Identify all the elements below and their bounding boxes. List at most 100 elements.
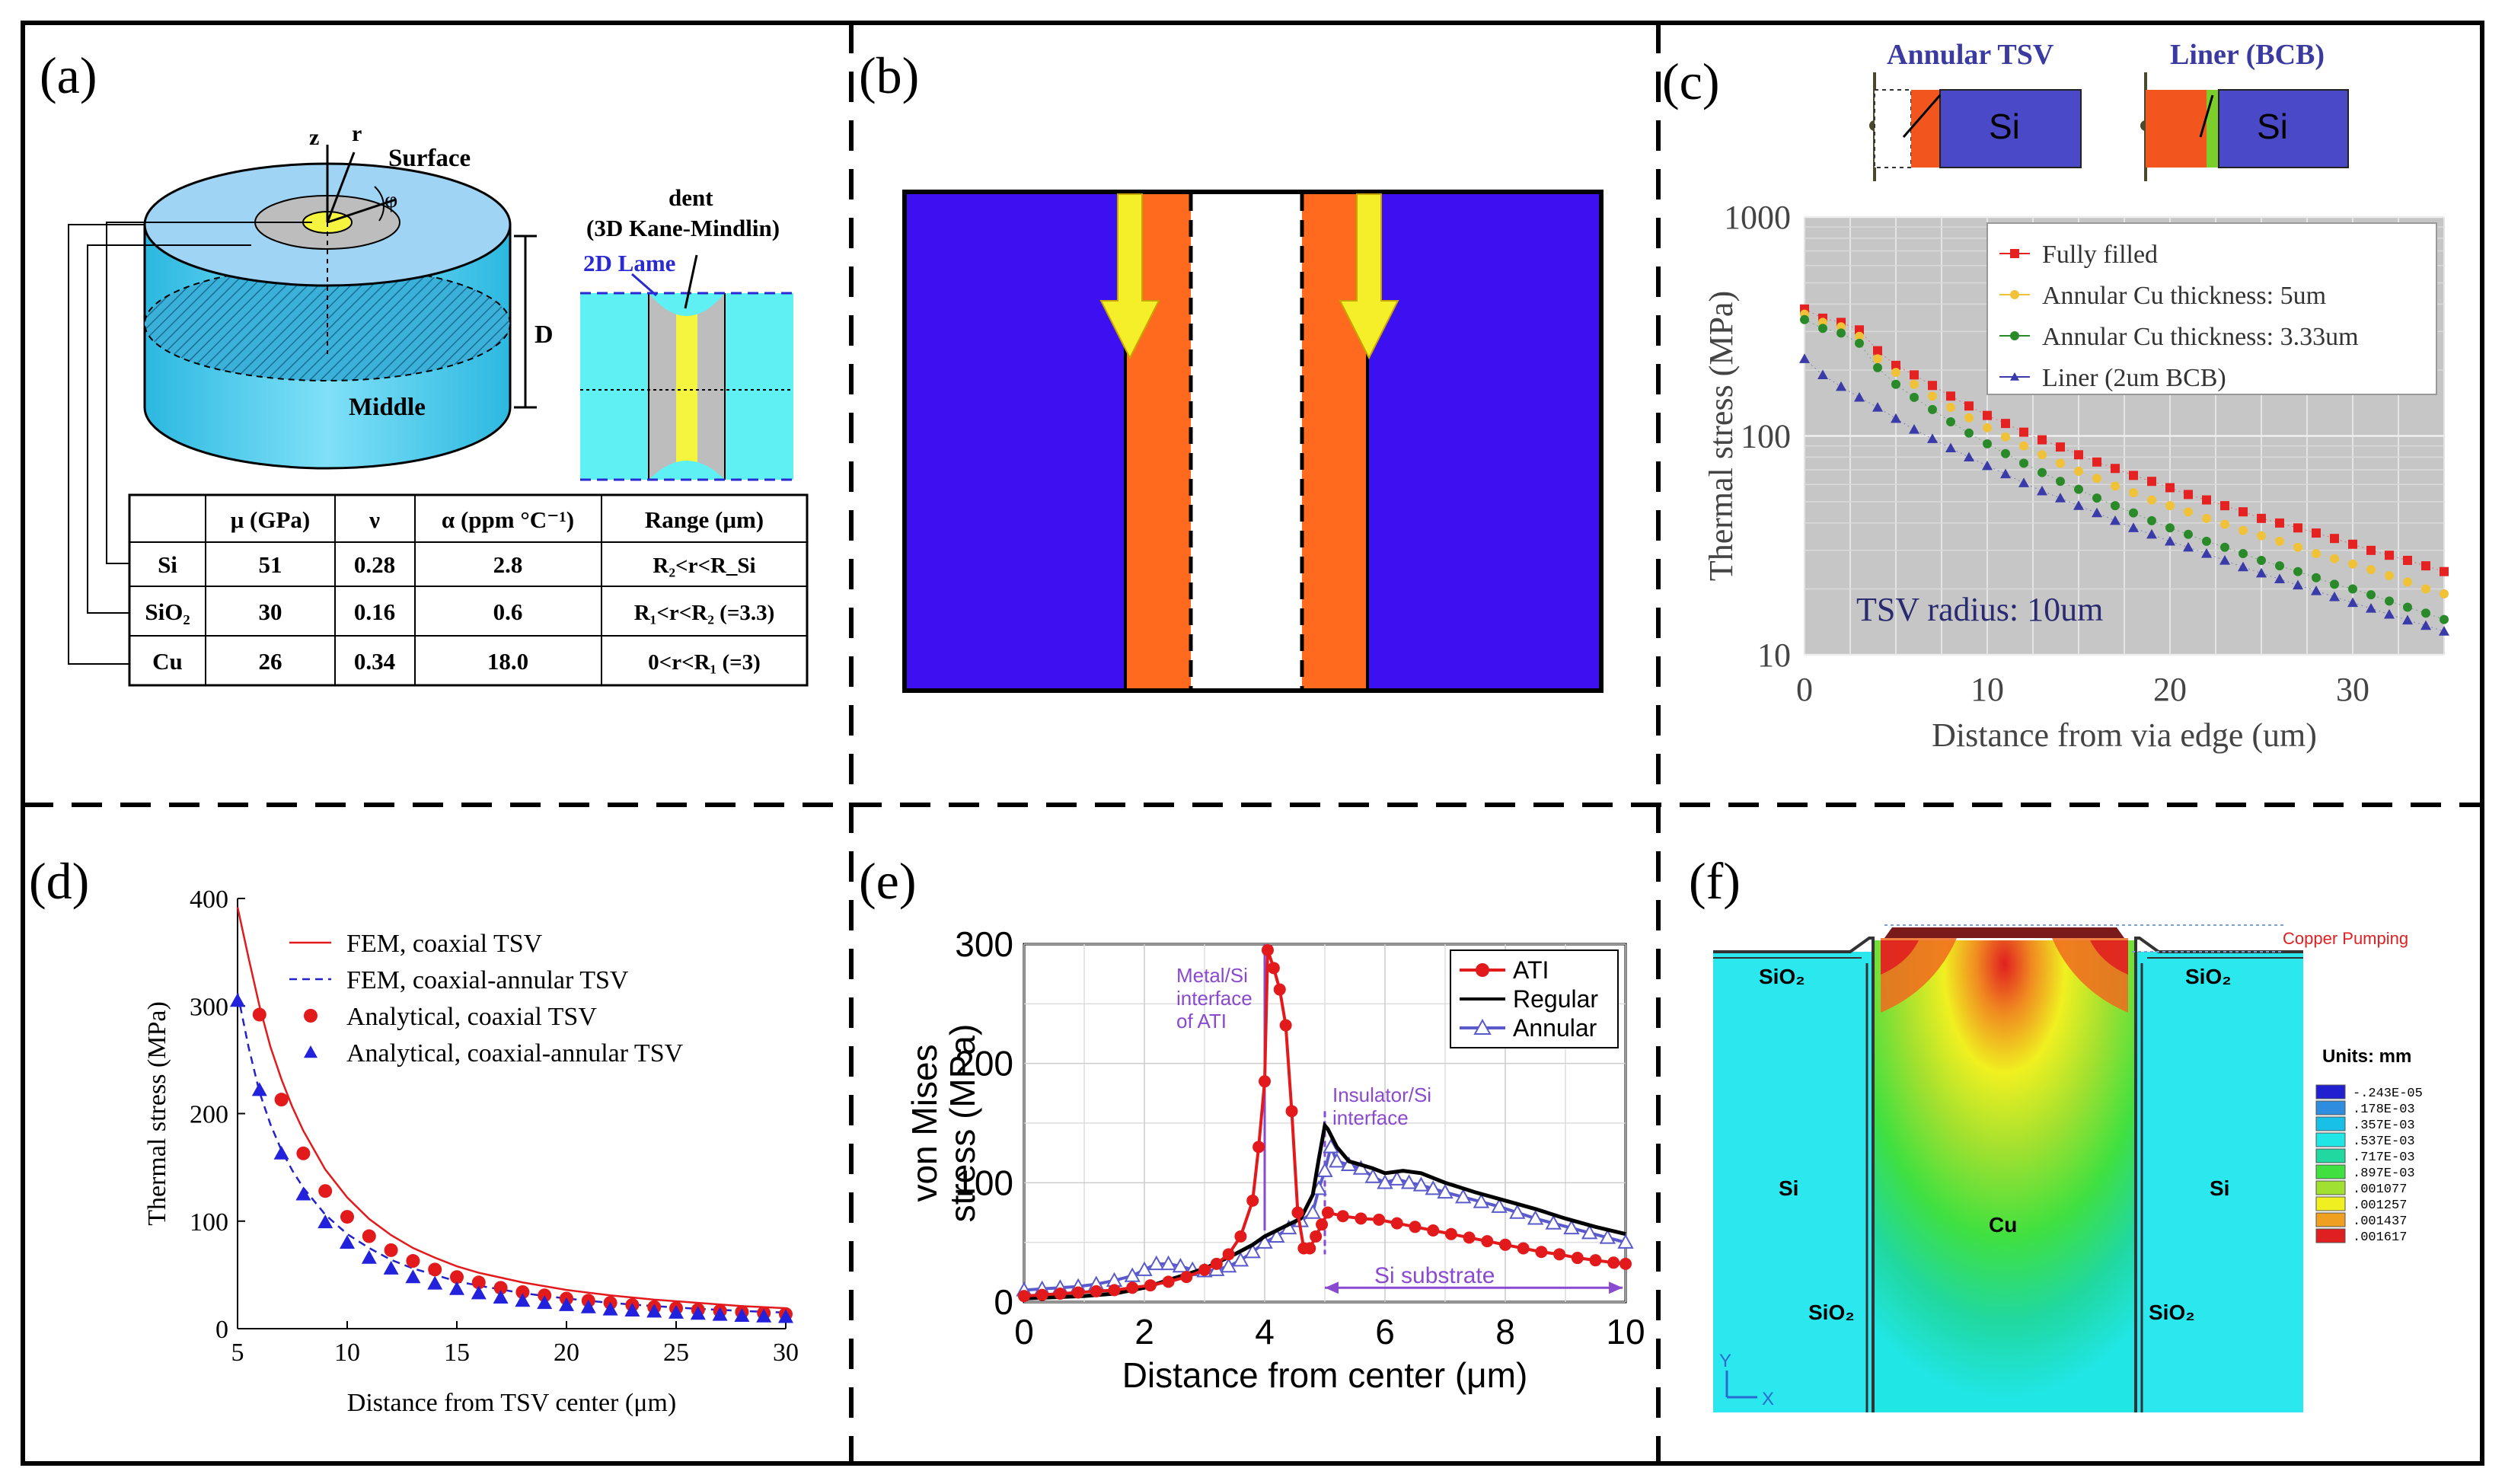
data-point — [428, 1262, 442, 1277]
series-regular — [1023, 1121, 1626, 1300]
data-point — [1891, 413, 1901, 423]
data-point — [493, 1290, 509, 1304]
table-cell: 18.0 — [487, 648, 528, 675]
data-point — [2202, 536, 2211, 546]
data-point — [1983, 410, 1992, 420]
data-point — [2129, 471, 2138, 480]
data-point — [1409, 1221, 1422, 1233]
data-point — [361, 1249, 377, 1264]
data-point — [2038, 468, 2047, 477]
data-point — [2403, 555, 2412, 565]
y-tick-label: 100 — [1741, 418, 1791, 455]
legend-value: .717E-03 — [2353, 1150, 2415, 1165]
data-point — [1220, 1257, 1237, 1273]
y-axis-label: Thermal stress (MPa) — [143, 1001, 171, 1226]
x-tick-label: 25 — [663, 1339, 689, 1367]
data-point — [1581, 1224, 1598, 1240]
table-cell: 2.8 — [493, 551, 523, 578]
data-point — [1268, 1227, 1285, 1243]
data-point — [1427, 1224, 1440, 1237]
data-point — [2421, 561, 2430, 571]
y-tick-label: 1000 — [1724, 199, 1791, 236]
data-point — [1872, 402, 1883, 412]
data-point — [2220, 519, 2229, 529]
data-point — [1946, 416, 1955, 426]
legend-entry: FEM, coaxial TSV — [346, 930, 543, 958]
data-point — [1364, 1168, 1381, 1183]
data-point — [1891, 368, 1900, 378]
data-point — [1316, 1162, 1333, 1177]
data-point — [1285, 1105, 1298, 1118]
material-table: μ (GPa) ν α (ppm °C⁻¹) Range (μm) Si 51 … — [128, 493, 809, 687]
y-axis-label: Thermal stress (MPa) — [1702, 291, 1740, 581]
data-point — [1499, 1238, 1511, 1251]
data-point — [2257, 555, 2266, 565]
data-point — [2201, 548, 2212, 558]
panel-label-f: (f) — [1689, 852, 1741, 910]
table-cell: 0.34 — [354, 648, 395, 675]
data-point — [1927, 433, 1938, 443]
data-point — [2219, 554, 2230, 565]
surface-label: Surface — [388, 145, 471, 172]
axis-x-label: X — [1762, 1389, 1774, 1409]
table-cell: SiO₂ — [145, 598, 190, 625]
data-point — [251, 1082, 267, 1096]
metal-si-annotation-2: interface — [1176, 987, 1252, 1010]
data-point — [1535, 1246, 1548, 1259]
data-point — [2420, 620, 2431, 630]
series-annular-cu-thickness-5um — [1800, 309, 2449, 598]
data-point — [296, 1146, 311, 1160]
legend-entry: Annular — [1513, 1014, 1597, 1042]
y-tick-label: 100 — [190, 1208, 228, 1237]
table-header-range: Range (μm) — [645, 506, 764, 533]
data-point — [1891, 360, 1900, 370]
data-point — [2092, 493, 2101, 503]
data-point — [1983, 439, 1992, 448]
legend-entry: Fully filled — [2042, 241, 2158, 269]
data-point — [383, 1260, 399, 1275]
data-point — [1072, 1286, 1085, 1299]
data-point — [405, 1269, 421, 1284]
axis-r-label: r — [352, 121, 362, 146]
data-point — [1964, 413, 1974, 423]
data-point — [2385, 596, 2394, 606]
data-point — [2385, 551, 2394, 560]
x-tick-label: 30 — [2336, 671, 2369, 708]
data-point — [1144, 1279, 1157, 1292]
table-header-alpha: α (ppm °C⁻¹) — [442, 506, 574, 533]
legend-marker — [2010, 249, 2019, 258]
table-row-cu: Cu 26 0.34 18.0 0<r<R₁ (=3) — [152, 648, 761, 675]
data-point — [2019, 427, 2028, 437]
data-point — [1928, 381, 1937, 391]
data-point — [1054, 1288, 1067, 1300]
data-point — [2274, 573, 2285, 584]
legend-value: .001077 — [2353, 1182, 2407, 1197]
data-point — [2311, 585, 2322, 595]
data-point — [318, 1214, 333, 1229]
legend-value: .357E-03 — [2353, 1119, 2415, 1133]
annular-tsv-inset — [1869, 72, 2082, 181]
arrow-right — [1339, 193, 1399, 360]
x-tick-label: 30 — [773, 1339, 799, 1367]
data-point — [471, 1275, 486, 1290]
legend-swatch — [2315, 1132, 2346, 1147]
data-point — [2165, 483, 2175, 493]
data-point — [384, 1243, 398, 1257]
y-tick-label: 200 — [190, 1101, 228, 1129]
panel-e: 0 100 200 300 0 2 4 6 8 10 Distance from center (μ… — [905, 924, 1645, 1395]
data-point — [1617, 1233, 1634, 1249]
data-point — [2257, 531, 2266, 541]
table-cell: R₂<r<R_Si — [653, 554, 755, 578]
data-point — [1259, 1075, 1271, 1088]
data-point — [2347, 597, 2358, 608]
sio2-top-left: SiO₂ — [1759, 965, 1805, 988]
data-point — [1873, 354, 1882, 364]
sio2-bottom-left: SiO₂ — [1808, 1300, 1855, 1324]
data-point — [2329, 591, 2340, 602]
legend-swatch — [2315, 1148, 2346, 1163]
data-point — [1799, 353, 1810, 363]
data-point — [1222, 1248, 1235, 1261]
data-point — [2275, 536, 2284, 546]
legend-marker — [2010, 290, 2019, 299]
panel-label-e: (e) — [859, 852, 916, 910]
